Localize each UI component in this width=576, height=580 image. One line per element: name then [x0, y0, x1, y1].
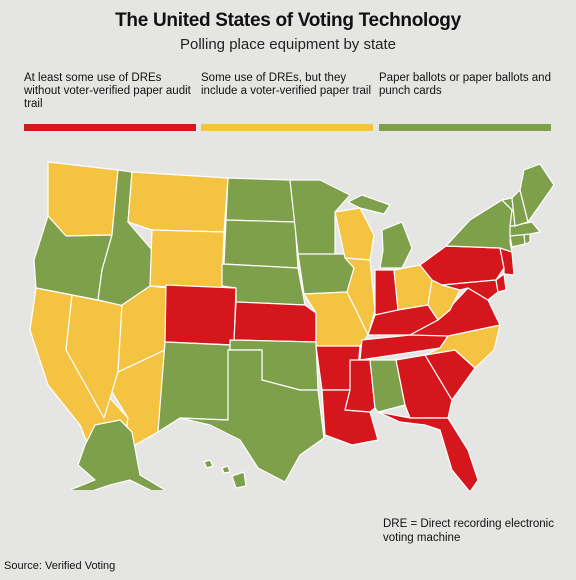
state-wy	[149, 229, 225, 291]
map-subtitle: Polling place equipment by state	[180, 36, 396, 53]
legend-swatch-green	[379, 124, 551, 131]
legend-label-yellow: Some use of DREs, but they include a vot…	[201, 72, 372, 97]
legend-swatch-red	[24, 124, 196, 131]
state-ks	[233, 301, 317, 343]
state-me	[519, 163, 555, 223]
state-ak	[69, 419, 166, 490]
state-sd	[223, 219, 299, 269]
state-vt	[501, 197, 516, 227]
legend-item-red: At least some use of DREs without voter-…	[24, 72, 196, 131]
state-il	[344, 257, 376, 336]
state-hi-big-island	[231, 471, 247, 489]
legend-item-yellow: Some use of DREs, but they include a vot…	[201, 72, 373, 131]
state-co	[164, 284, 237, 346]
state-pa	[419, 245, 505, 286]
state-mi-upper	[347, 194, 391, 215]
source-credit: Source: Verified Voting	[4, 560, 116, 572]
state-hi	[203, 459, 214, 469]
state-ny	[445, 199, 513, 253]
map-title: The United States of Voting Technology	[115, 10, 461, 31]
legend-item-green: Paper ballots or paper ballots and punch…	[379, 72, 551, 131]
state-ri	[523, 233, 531, 245]
us-map	[29, 161, 555, 490]
state-mi	[379, 221, 413, 269]
state-fl	[377, 411, 479, 490]
footnote: DRE = Direct recording electronic voting…	[383, 518, 554, 544]
state-al	[369, 359, 406, 413]
state-mt	[127, 171, 229, 233]
legend-label-green: Paper ballots or paper ballots and punch…	[379, 72, 551, 97]
state-tx	[179, 349, 325, 483]
legend-swatch-yellow	[201, 124, 373, 131]
state-nd	[225, 177, 296, 223]
state-de	[495, 273, 507, 293]
state-ia	[297, 253, 355, 295]
state-wi	[334, 207, 375, 261]
state-hi-maui	[221, 465, 231, 474]
state-wa	[47, 161, 119, 237]
legend-label-red: At least some use of DREs without voter-…	[24, 72, 191, 110]
